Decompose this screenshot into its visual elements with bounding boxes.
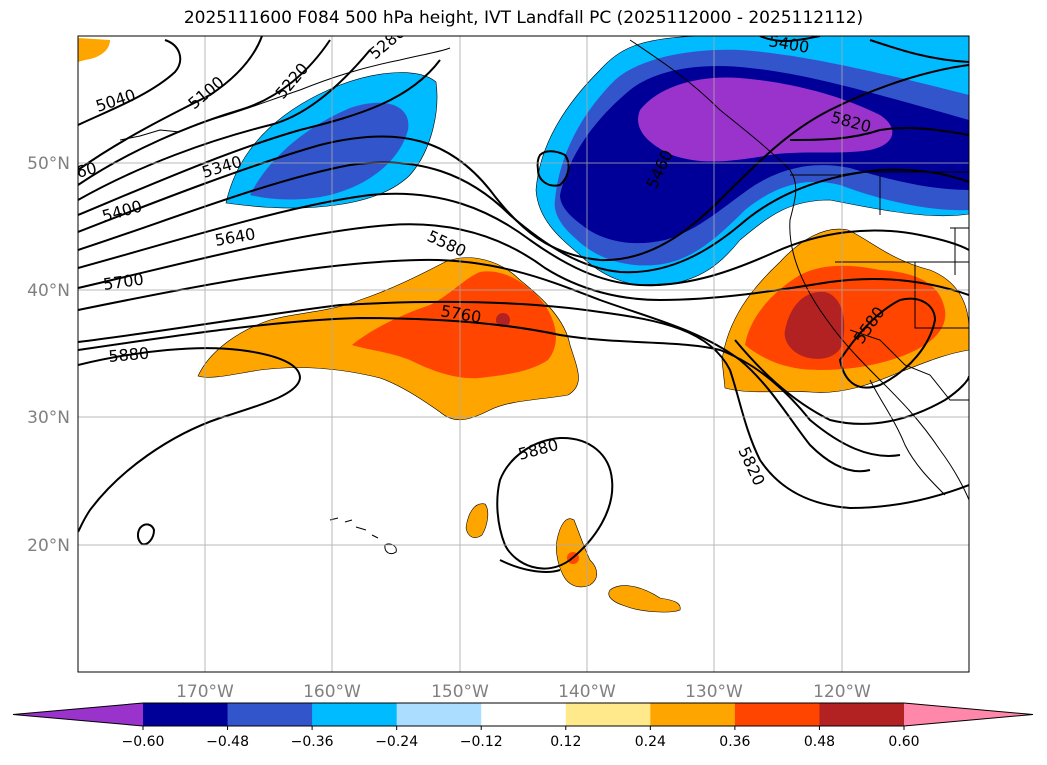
lon-tick-label: 150°W (431, 682, 489, 702)
colorbar-tick-label: −0.48 (206, 734, 249, 750)
lon-labels: 170°W 160°W 150°W 140°W 130°W 120°W (176, 682, 871, 702)
colorbar (12, 702, 1034, 730)
colorbar-tick-label: 0.48 (804, 734, 835, 750)
lat-tick-label: 40°N (27, 281, 70, 301)
colorbar-tick-label: 0.60 (888, 734, 919, 750)
contour-label: 60 (74, 158, 99, 182)
colorbar-segment (565, 703, 651, 726)
colorbar-segment (650, 703, 736, 726)
colorbar-segment (819, 703, 905, 726)
colorbar-segment (396, 703, 482, 726)
colorbar-tick-label: −0.24 (375, 734, 418, 750)
lat-tick-label: 50°N (27, 154, 70, 174)
colorbar-extend-low (13, 703, 143, 726)
colorbar-segment (481, 703, 567, 726)
lon-tick-label: 160°W (303, 682, 361, 702)
gridlines (78, 36, 969, 672)
colorbar-segment (734, 703, 820, 726)
colorbar-tick-label: −0.60 (122, 734, 165, 750)
contour-label: 5880 (108, 344, 150, 366)
colorbar-tick-label: −0.36 (291, 734, 334, 750)
negative-anomaly-northeast (535, 36, 969, 287)
lon-tick-label: 140°W (558, 682, 616, 702)
contour-label: 5400 (767, 31, 810, 57)
lon-tick-label: 120°W (813, 682, 871, 702)
lat-tick-label: 30°N (27, 408, 70, 428)
lat-tick-label: 20°N (27, 536, 70, 556)
lat-labels: 50°N 40°N 30°N 20°N (27, 154, 70, 556)
lon-tick-label: 130°W (685, 682, 743, 702)
positive-anomaly-west-coast (721, 228, 969, 393)
positive-anomaly-corner (78, 38, 110, 62)
lon-tick-label: 170°W (176, 682, 234, 702)
colorbar-tick-label: −0.12 (460, 734, 503, 750)
colorbar-segment (143, 703, 229, 726)
colorbar-tick-label: 0.12 (550, 734, 581, 750)
map-title: 2025111600 F084 500 hPa height, IVT Land… (183, 8, 864, 28)
colorbar-tick-label: 0.24 (635, 734, 666, 750)
colorbar-extend-high (904, 703, 1033, 726)
colorbar-labels: −0.60 −0.48 −0.36 −0.24 −0.12 0.12 0.24 0.36 0.4… (122, 734, 920, 750)
positive-anomaly-central (197, 257, 579, 421)
colorbar-segment (312, 703, 398, 726)
colorbar-tick-label: 0.36 (719, 734, 750, 750)
height-contours (78, 36, 969, 573)
map-frame (77, 35, 970, 673)
colorbar-segment (227, 703, 313, 726)
